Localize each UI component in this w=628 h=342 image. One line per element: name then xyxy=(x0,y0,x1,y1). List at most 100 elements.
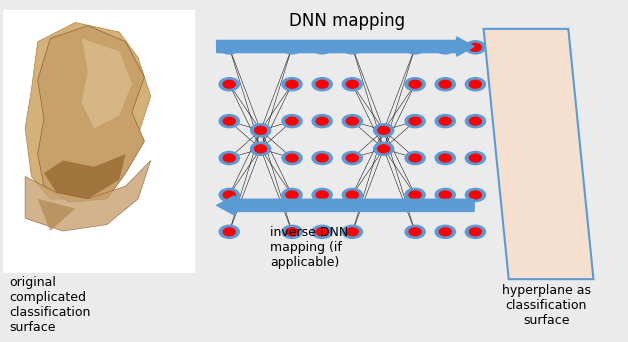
Ellipse shape xyxy=(286,43,298,51)
Ellipse shape xyxy=(254,127,267,134)
Bar xyxy=(3,10,195,273)
Ellipse shape xyxy=(405,152,425,165)
Ellipse shape xyxy=(282,78,302,91)
Ellipse shape xyxy=(312,188,332,201)
Ellipse shape xyxy=(346,80,359,88)
Ellipse shape xyxy=(409,228,421,236)
Polygon shape xyxy=(38,26,144,202)
Ellipse shape xyxy=(286,228,298,236)
Ellipse shape xyxy=(223,191,236,199)
Ellipse shape xyxy=(435,78,455,91)
Ellipse shape xyxy=(435,41,455,54)
Ellipse shape xyxy=(312,115,332,128)
Ellipse shape xyxy=(409,117,421,125)
Ellipse shape xyxy=(439,191,452,199)
Ellipse shape xyxy=(374,142,394,155)
Ellipse shape xyxy=(377,145,390,153)
Ellipse shape xyxy=(286,117,298,125)
Ellipse shape xyxy=(435,115,455,128)
Polygon shape xyxy=(484,29,593,279)
Ellipse shape xyxy=(405,78,425,91)
Ellipse shape xyxy=(469,191,482,199)
Ellipse shape xyxy=(312,78,332,91)
Ellipse shape xyxy=(282,152,302,165)
Ellipse shape xyxy=(346,43,359,51)
Ellipse shape xyxy=(286,80,298,88)
Ellipse shape xyxy=(465,41,485,54)
Ellipse shape xyxy=(251,124,271,137)
Ellipse shape xyxy=(312,225,332,238)
Ellipse shape xyxy=(346,117,359,125)
Ellipse shape xyxy=(409,43,421,51)
Ellipse shape xyxy=(409,80,421,88)
Ellipse shape xyxy=(435,152,455,165)
Ellipse shape xyxy=(282,41,302,54)
Ellipse shape xyxy=(219,41,239,54)
Ellipse shape xyxy=(342,188,362,201)
Ellipse shape xyxy=(219,188,239,201)
Ellipse shape xyxy=(469,80,482,88)
Ellipse shape xyxy=(286,191,298,199)
Ellipse shape xyxy=(342,78,362,91)
Ellipse shape xyxy=(342,41,362,54)
Ellipse shape xyxy=(346,191,359,199)
Ellipse shape xyxy=(316,154,328,162)
Ellipse shape xyxy=(465,188,485,201)
Ellipse shape xyxy=(219,115,239,128)
Polygon shape xyxy=(38,199,75,231)
Ellipse shape xyxy=(465,78,485,91)
Ellipse shape xyxy=(346,228,359,236)
Ellipse shape xyxy=(469,43,482,51)
Ellipse shape xyxy=(469,117,482,125)
Polygon shape xyxy=(25,23,151,199)
Ellipse shape xyxy=(282,188,302,201)
Ellipse shape xyxy=(409,154,421,162)
Ellipse shape xyxy=(223,80,236,88)
Ellipse shape xyxy=(282,225,302,238)
Ellipse shape xyxy=(286,154,298,162)
Ellipse shape xyxy=(439,43,452,51)
Text: DNN mapping: DNN mapping xyxy=(289,12,404,30)
Ellipse shape xyxy=(465,225,485,238)
Ellipse shape xyxy=(251,142,271,155)
Ellipse shape xyxy=(405,225,425,238)
Ellipse shape xyxy=(219,78,239,91)
Ellipse shape xyxy=(435,225,455,238)
Ellipse shape xyxy=(312,152,332,165)
Ellipse shape xyxy=(316,80,328,88)
Ellipse shape xyxy=(312,41,332,54)
Text: hyperplane as
classification
surface: hyperplane as classification surface xyxy=(502,284,591,327)
Ellipse shape xyxy=(223,43,236,51)
Ellipse shape xyxy=(316,43,328,51)
Ellipse shape xyxy=(223,154,236,162)
Ellipse shape xyxy=(282,115,302,128)
Polygon shape xyxy=(25,160,151,231)
Ellipse shape xyxy=(316,117,328,125)
Ellipse shape xyxy=(254,145,267,153)
Ellipse shape xyxy=(409,191,421,199)
Ellipse shape xyxy=(469,154,482,162)
Ellipse shape xyxy=(377,127,390,134)
Polygon shape xyxy=(44,154,126,199)
Ellipse shape xyxy=(435,188,455,201)
Ellipse shape xyxy=(219,225,239,238)
Ellipse shape xyxy=(405,188,425,201)
Ellipse shape xyxy=(219,152,239,165)
Ellipse shape xyxy=(346,154,359,162)
Ellipse shape xyxy=(374,124,394,137)
FancyArrow shape xyxy=(217,37,474,56)
Ellipse shape xyxy=(316,228,328,236)
Ellipse shape xyxy=(439,117,452,125)
Ellipse shape xyxy=(342,152,362,165)
Ellipse shape xyxy=(439,80,452,88)
Ellipse shape xyxy=(405,115,425,128)
Ellipse shape xyxy=(465,152,485,165)
Ellipse shape xyxy=(223,117,236,125)
Ellipse shape xyxy=(439,154,452,162)
Ellipse shape xyxy=(223,228,236,236)
FancyArrow shape xyxy=(217,196,474,215)
Ellipse shape xyxy=(469,228,482,236)
Text: original
complicated
classification
surface: original complicated classification surf… xyxy=(9,276,91,334)
Text: inverse DNN
mapping (if
applicable): inverse DNN mapping (if applicable) xyxy=(270,226,349,269)
Ellipse shape xyxy=(405,41,425,54)
